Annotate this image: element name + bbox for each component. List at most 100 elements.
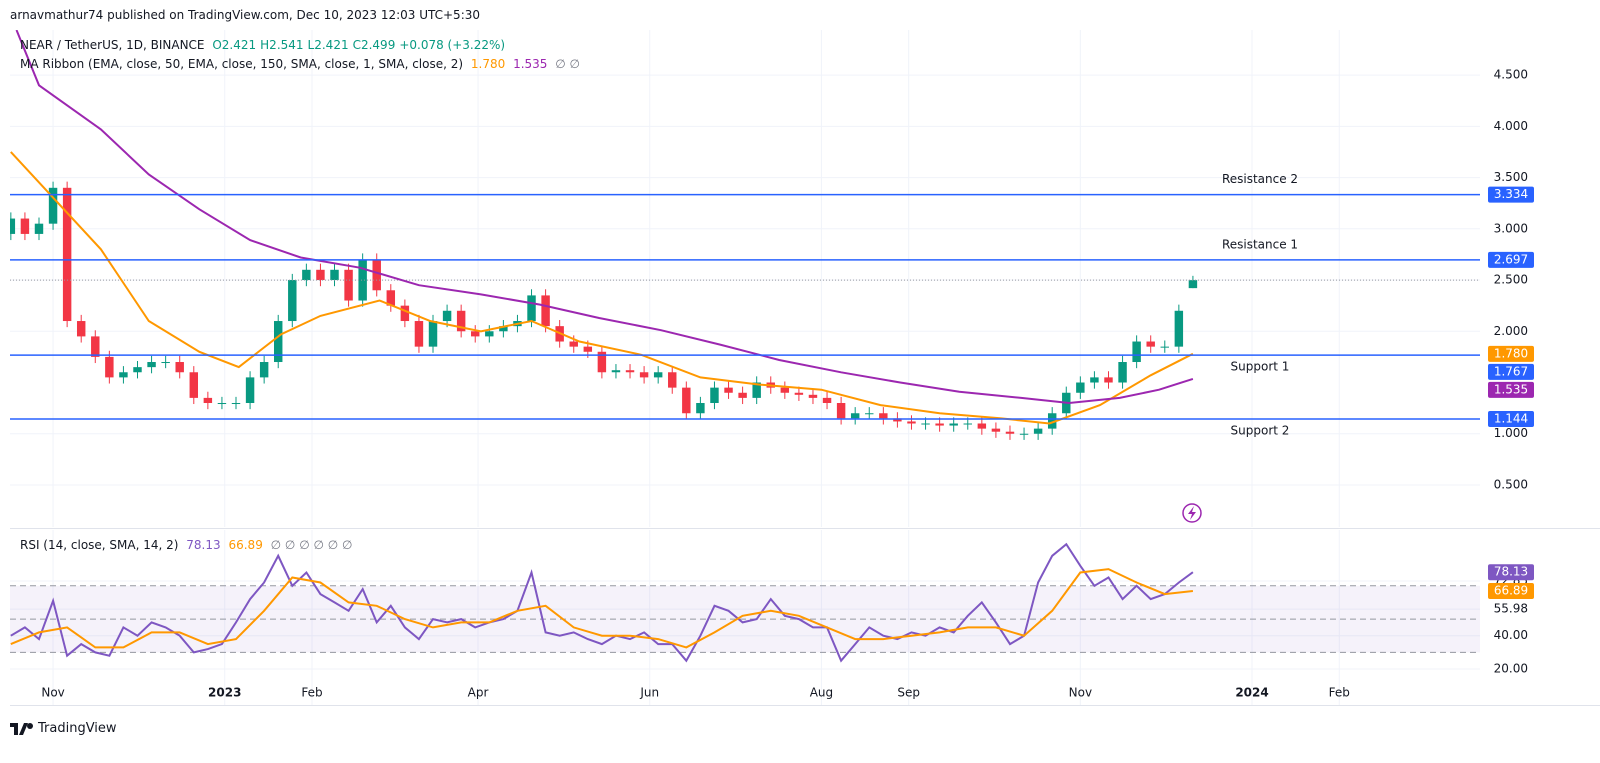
indicator-name: RSI (14, close, SMA, 14, 2) <box>20 538 179 552</box>
candle-body <box>893 418 902 422</box>
price-tag <box>1488 345 1534 362</box>
candle-body <box>316 269 325 281</box>
y-tick-label: 55.98 <box>1494 602 1528 616</box>
candle-body <box>625 370 635 373</box>
price-tag-label: 78.13 <box>1494 565 1528 579</box>
x-tick-label: Sep <box>897 686 920 700</box>
candle-body <box>583 346 593 352</box>
line-group <box>10 542 1194 663</box>
price-tag-label: 1.535 <box>1494 382 1528 396</box>
candle-body <box>963 423 972 425</box>
candle-body <box>752 382 761 398</box>
candle-body <box>1146 341 1155 347</box>
candle-body <box>133 367 142 373</box>
candle-body <box>907 421 916 424</box>
candle-body <box>808 394 818 398</box>
candle-body <box>1005 431 1015 434</box>
candle-body <box>865 413 874 415</box>
price-tag-label: 1.780 <box>1494 346 1528 360</box>
candle-body <box>780 387 790 393</box>
candle-body <box>119 372 128 378</box>
price-tag-label: 66.89 <box>1494 583 1528 597</box>
candle-body <box>935 423 944 426</box>
candle-body <box>682 387 691 414</box>
line-group <box>10 568 1194 649</box>
level-label: Resistance 1 <box>1222 237 1298 251</box>
candle-body <box>597 351 607 373</box>
x-tick-label: 2023 <box>208 686 241 700</box>
price-tag-label: 3.334 <box>1494 187 1528 201</box>
candle-body <box>738 392 747 398</box>
candle-body <box>471 331 480 337</box>
x-tick-label: Nov <box>1069 686 1092 700</box>
candle-body <box>34 223 44 234</box>
candle-body <box>991 428 1001 432</box>
candle-body <box>456 310 466 332</box>
candle-body <box>1076 382 1085 393</box>
indicator-value: 1.780 <box>470 57 506 71</box>
alert-icon <box>1182 503 1202 523</box>
candle-body <box>668 372 677 388</box>
price-tag <box>1488 251 1534 268</box>
y-tick-label: 4.000 <box>1494 119 1528 133</box>
y-tick-label: 2.500 <box>1494 273 1528 287</box>
candle-body <box>724 387 733 393</box>
candles <box>10 181 1198 440</box>
candle-body <box>822 397 832 404</box>
candle-body <box>344 269 353 301</box>
candle-body <box>1047 413 1057 429</box>
x-tick-label: 2024 <box>1235 686 1268 700</box>
y-tick-label: 20.00 <box>1494 662 1528 676</box>
y-tick-label: 0.500 <box>1494 477 1528 491</box>
y-tick-label: 4.500 <box>1494 68 1528 82</box>
candle-body <box>1188 280 1198 289</box>
candle-body <box>91 336 100 357</box>
series-line <box>10 568 1194 649</box>
candle-body <box>541 295 550 327</box>
ohlc: +0.078 (+3.22%) <box>399 38 506 52</box>
ohlc: H2.541 <box>260 38 304 52</box>
candle-body <box>639 372 649 378</box>
candle-body <box>372 259 381 291</box>
series-line <box>10 151 1194 425</box>
published-header: arnavmathur74 published on TradingView.c… <box>10 8 481 22</box>
candle-body <box>485 331 494 337</box>
candle-body <box>217 403 227 405</box>
symbol-title: NEAR / TetherUS, 1D, BINANCE <box>20 38 205 52</box>
candle-body <box>442 310 452 322</box>
candle-body <box>414 321 424 347</box>
level-label: Resistance 2 <box>1222 172 1298 186</box>
candle-body <box>62 187 72 322</box>
indicator-value: 1.535 <box>513 57 548 71</box>
x-tick-label: Aug <box>810 686 833 700</box>
y-tick-label: 3.500 <box>1494 170 1528 184</box>
level-label: Support 1 <box>1231 360 1290 374</box>
candle-body <box>20 218 30 234</box>
candle-body <box>105 356 114 378</box>
candle-body <box>794 392 804 395</box>
candle-body <box>1174 310 1184 347</box>
price-tag <box>1488 564 1534 581</box>
y-tick-label: 3.000 <box>1494 221 1528 235</box>
candle-body <box>48 187 58 224</box>
indicator-value: ∅ ∅ ∅ ∅ ∅ ∅ <box>270 538 353 552</box>
candle-body <box>879 413 888 419</box>
candle-body <box>259 362 269 378</box>
candle-body <box>710 387 719 404</box>
ohlc: C2.499 <box>352 38 396 52</box>
rsi-legend: RSI (14, close, SMA, 14, 2) 78.13 66.89 … <box>20 538 356 552</box>
indicator-value: ∅ ∅ <box>555 57 580 71</box>
candle-body <box>189 372 199 398</box>
price-tag <box>1488 381 1534 398</box>
candle-body <box>358 259 367 301</box>
x-tick-label: Feb <box>1329 686 1350 700</box>
candle-body <box>1160 346 1170 348</box>
x-tick-label: Feb <box>301 686 322 700</box>
logo <box>10 722 33 735</box>
candle-body <box>288 280 297 322</box>
y-tick-label: 1.000 <box>1494 426 1528 440</box>
price-tag <box>1488 410 1534 427</box>
y-tick-label: 2.000 <box>1494 324 1528 338</box>
indicator-name: MA Ribbon (EMA, close, 50, EMA, close, 1… <box>20 57 464 71</box>
indicator-value: 78.13 <box>186 538 221 552</box>
